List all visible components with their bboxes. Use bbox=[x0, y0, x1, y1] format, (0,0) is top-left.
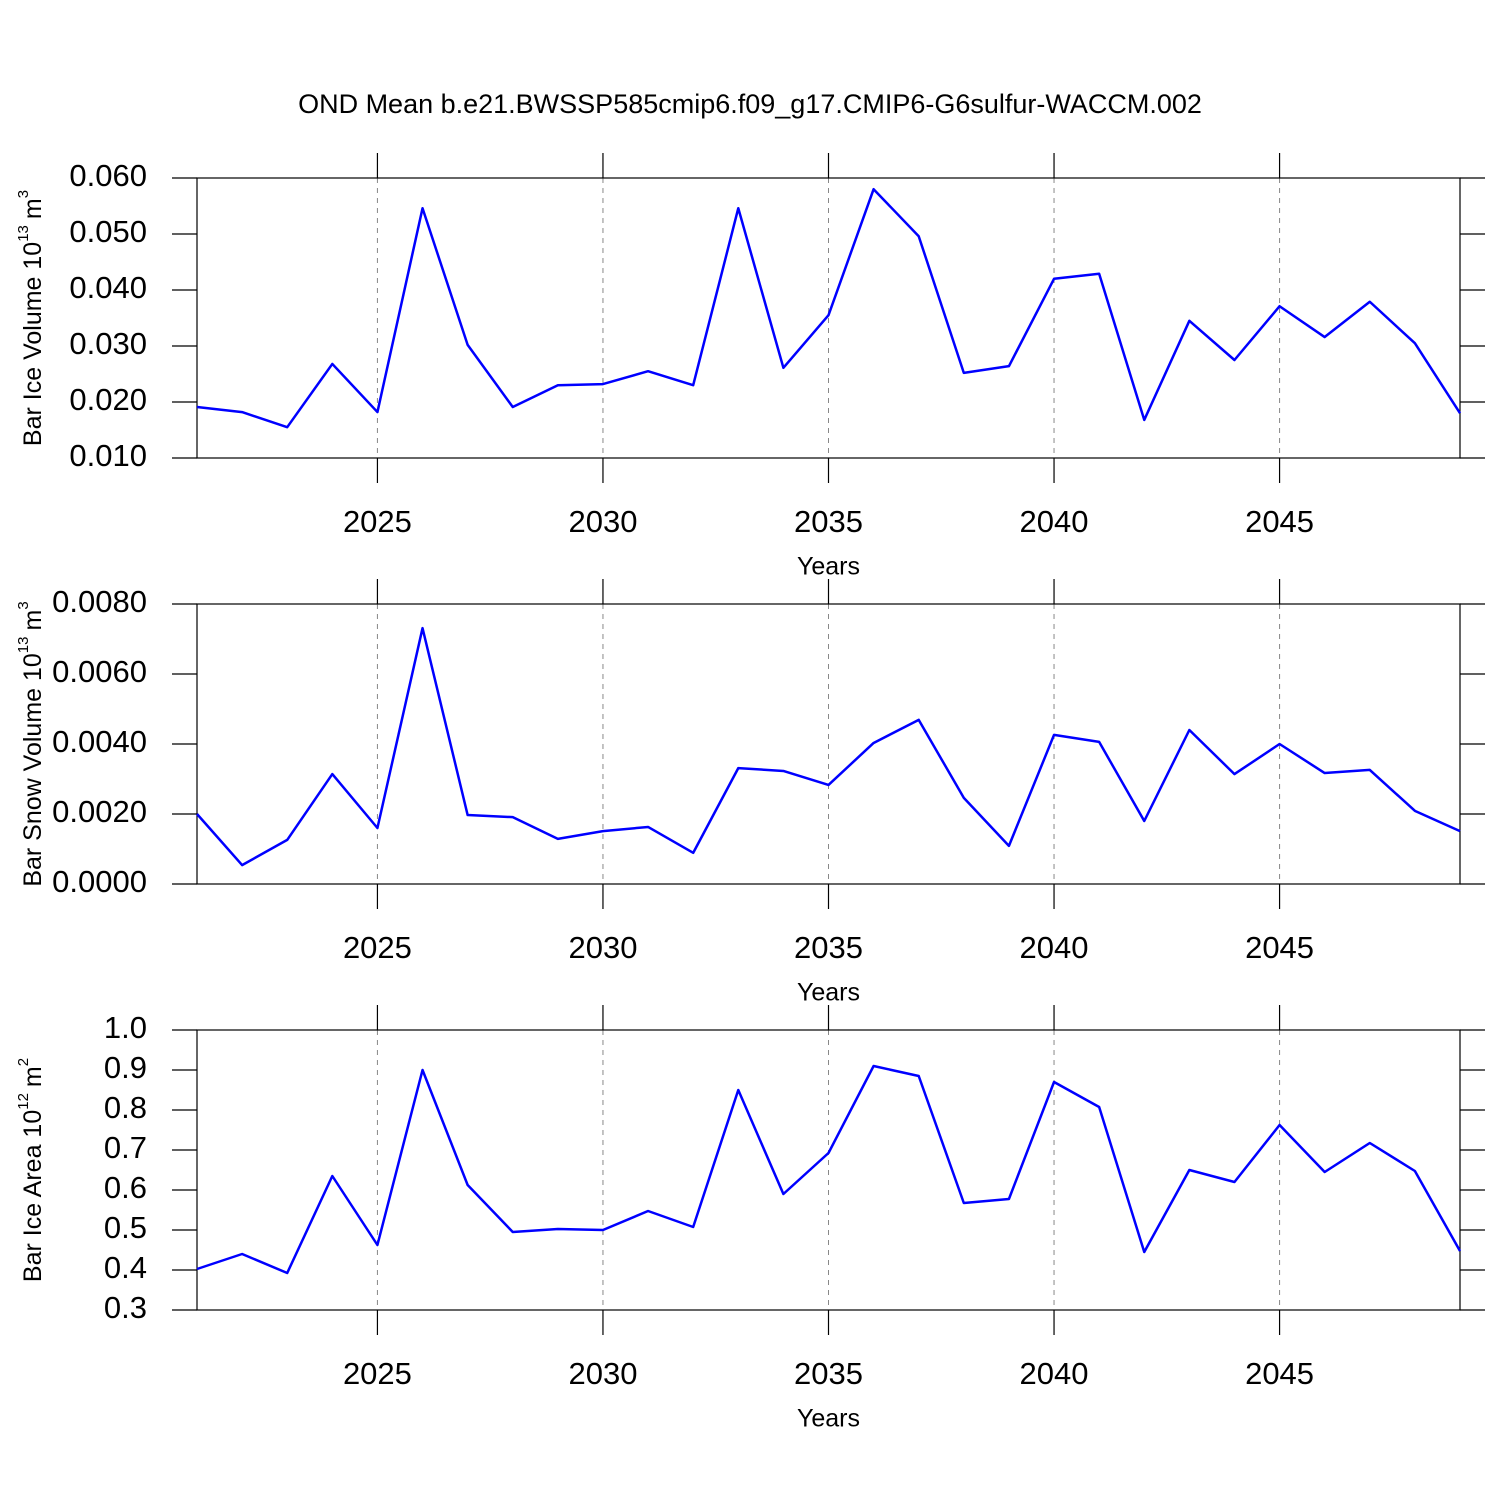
y-axis-label-unit: m bbox=[19, 1066, 47, 1087]
x-tick-label: 2045 bbox=[1245, 504, 1314, 539]
x-tick-label: 2040 bbox=[1020, 504, 1089, 539]
x-tick-label: 2030 bbox=[568, 930, 637, 965]
x-tick-label: 2045 bbox=[1245, 930, 1314, 965]
y-axis-label: Bar Ice Volume 1013 m3 bbox=[15, 190, 47, 446]
x-tick-label: 2025 bbox=[343, 504, 412, 539]
y-tick-label: 0.0000 bbox=[52, 864, 147, 899]
x-tick-label: 2025 bbox=[343, 1356, 412, 1391]
y-tick-label: 0.5 bbox=[104, 1210, 147, 1245]
x-tick-label: 2035 bbox=[794, 504, 863, 539]
x-tick-label: 2040 bbox=[1020, 930, 1089, 965]
y-axis-label-text: Bar Ice Volume 10 bbox=[19, 242, 47, 446]
y-tick-label: 0.060 bbox=[69, 158, 147, 193]
plot-frame bbox=[196, 603, 1461, 885]
y-axis-label-text: Bar Snow Volume 10 bbox=[19, 653, 47, 886]
y-tick-label: 0.030 bbox=[69, 326, 147, 361]
y-tick-label: 0.9 bbox=[104, 1050, 147, 1085]
data-line bbox=[196, 1064, 1462, 1275]
y-tick-label: 0.6 bbox=[104, 1170, 147, 1205]
y-tick-label: 0.7 bbox=[104, 1130, 147, 1165]
x-tick-label: 2030 bbox=[568, 504, 637, 539]
x-tick-label: 2040 bbox=[1020, 1356, 1089, 1391]
y-tick-label: 0.0020 bbox=[52, 794, 147, 829]
y-tick-label: 0.8 bbox=[104, 1090, 147, 1125]
y-axis-label-unit-exponent: 3 bbox=[15, 190, 32, 198]
y-axis-label-exponent: 12 bbox=[15, 1093, 32, 1110]
x-tick-label: 2025 bbox=[343, 930, 412, 965]
y-tick-label: 0.010 bbox=[69, 438, 147, 473]
y-tick-label: 0.050 bbox=[69, 214, 147, 249]
y-tick-label: 1.0 bbox=[104, 1010, 147, 1045]
x-tick-label: 2035 bbox=[794, 1356, 863, 1391]
y-tick-label: 0.0060 bbox=[52, 654, 147, 689]
data-line bbox=[196, 187, 1462, 429]
y-axis-label-unit: m bbox=[19, 198, 47, 219]
y-tick-label: 0.0080 bbox=[52, 584, 147, 619]
y-axis-label-exponent: 13 bbox=[15, 225, 32, 242]
y-axis-label-exponent: 13 bbox=[15, 637, 32, 654]
y-axis-label-unit-exponent: 3 bbox=[15, 601, 32, 609]
figure-title: OND Mean b.e21.BWSSP585cmip6.f09_g17.CMI… bbox=[298, 89, 1202, 119]
y-tick-label: 0.0040 bbox=[52, 724, 147, 759]
y-axis-label-unit: m bbox=[19, 610, 47, 631]
x-axis-label: Years bbox=[797, 553, 860, 581]
y-tick-label: 0.040 bbox=[69, 270, 147, 305]
x-axis-label: Years bbox=[797, 979, 860, 1007]
x-tick-label: 2045 bbox=[1245, 1356, 1314, 1391]
y-axis-label-unit-exponent: 2 bbox=[15, 1058, 32, 1066]
x-axis-label: Years bbox=[797, 1405, 860, 1433]
plot-frame bbox=[196, 177, 1461, 459]
plot-frame bbox=[196, 1029, 1461, 1311]
data-line bbox=[196, 626, 1461, 867]
y-tick-label: 0.020 bbox=[69, 382, 147, 417]
y-tick-label: 0.3 bbox=[104, 1290, 147, 1325]
y-axis-label: Bar Ice Area 1012 m2 bbox=[15, 1058, 47, 1282]
y-axis-label: Bar Snow Volume 1013 m3 bbox=[15, 601, 47, 886]
y-tick-label: 0.4 bbox=[104, 1250, 147, 1285]
y-axis-label-text: Bar Ice Area 10 bbox=[19, 1110, 47, 1282]
x-tick-label: 2030 bbox=[568, 1356, 637, 1391]
x-tick-label: 2035 bbox=[794, 930, 863, 965]
